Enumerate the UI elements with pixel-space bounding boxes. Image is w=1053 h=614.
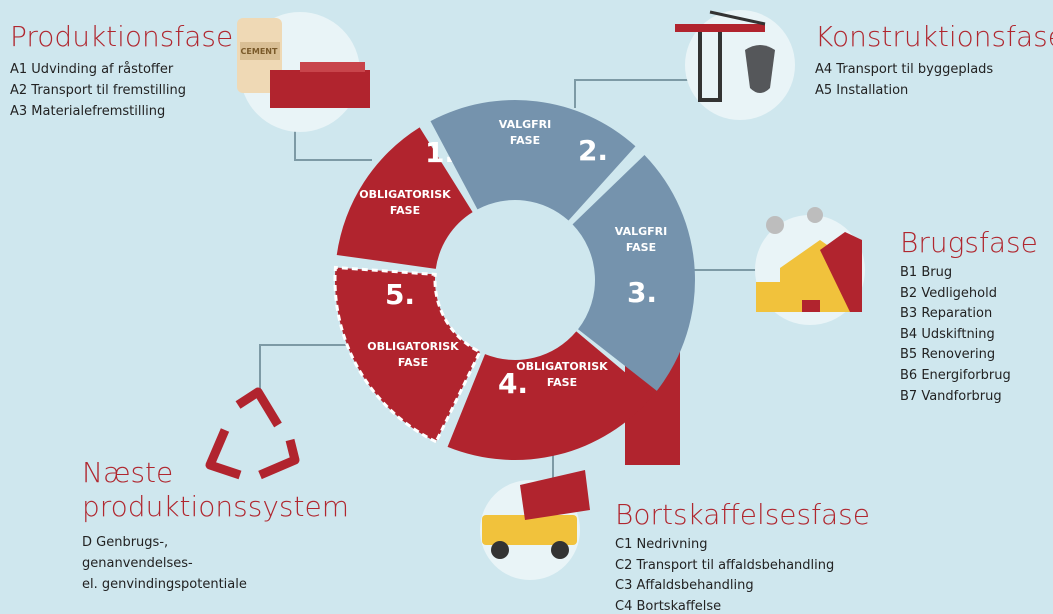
icon-label: CEMENT <box>241 47 278 56</box>
phase-title: produktionssystem <box>82 490 349 524</box>
truck-bed <box>520 470 590 520</box>
bricks <box>270 70 370 108</box>
phase-title: Brugsfase <box>900 226 1038 260</box>
recycle-icon <box>210 392 295 475</box>
smoke <box>766 216 784 234</box>
truck-body <box>482 515 577 545</box>
phase-title: Bortskaffelsesfase <box>615 498 870 532</box>
segment-label: FASE <box>510 134 540 147</box>
segment-label: FASE <box>390 204 420 217</box>
phase-item: C4 Bortskaffelse <box>615 599 721 614</box>
phase-item: B1 Brug <box>900 265 952 280</box>
phase-item: B6 Energiforbrug <box>900 368 1011 383</box>
phase-item: B4 Udskiftning <box>900 327 995 342</box>
bricks <box>300 62 365 72</box>
phase-item: B3 Reparation <box>900 306 992 321</box>
connector <box>575 80 695 108</box>
phase-title: Produktionsfase <box>10 20 233 54</box>
phase-title: Konstruktionsfase <box>815 20 1053 54</box>
wheel <box>491 541 509 559</box>
house-annex <box>756 282 782 312</box>
wheel <box>551 541 569 559</box>
phase-item: C1 Nedrivning <box>615 537 707 552</box>
phase-item: B7 Vandforbrug <box>900 389 1002 404</box>
phase-item: B2 Vedligehold <box>900 286 997 301</box>
page: 1.OBLIGATORISKFASE2.VALGFRIFASE3.VALGFRI… <box>0 0 1053 614</box>
segment-label: VALGFRI <box>499 118 551 131</box>
segment-number: 3. <box>627 276 657 309</box>
ring: 1.OBLIGATORISKFASE2.VALGFRIFASE3.VALGFRI… <box>335 100 695 465</box>
recycle-arrow <box>260 440 295 475</box>
house-door <box>802 300 820 312</box>
phase-item: A1 Udvinding af råstoffer <box>10 62 173 77</box>
smoke <box>807 207 823 223</box>
phase-item: A5 Installation <box>815 83 908 98</box>
phase-title: Næste <box>82 456 173 490</box>
recycle-arrow <box>210 430 240 475</box>
segment-label: FASE <box>547 376 577 389</box>
segment-label: OBLIGATORISK <box>359 188 451 201</box>
phase-item: A3 Materialefremstilling <box>10 104 165 119</box>
phase-item: D Genbrugs-, <box>82 535 168 550</box>
phase-item: genanvendelses- <box>82 556 193 571</box>
segment-label: OBLIGATORISK <box>516 360 608 373</box>
connector <box>260 345 355 395</box>
phase-item: A2 Transport til fremstilling <box>10 83 186 98</box>
phase-item: A4 Transport til byggeplads <box>815 62 993 77</box>
segment-number: 5. <box>385 278 415 311</box>
segment-number: 2. <box>578 134 608 167</box>
segment-label: FASE <box>626 241 656 254</box>
crane-arm <box>675 24 765 32</box>
phase-item: C3 Affaldsbehandling <box>615 578 754 593</box>
segment-label: FASE <box>398 356 428 369</box>
phase-item: el. genvindingspotentiale <box>82 577 247 592</box>
segment-label: OBLIGATORISK <box>367 340 459 353</box>
phase-item: C2 Transport til affaldsbehandling <box>615 558 834 573</box>
segment-label: VALGFRI <box>615 225 667 238</box>
phase-item: B5 Renovering <box>900 347 995 362</box>
recycle-arrow <box>238 392 278 425</box>
